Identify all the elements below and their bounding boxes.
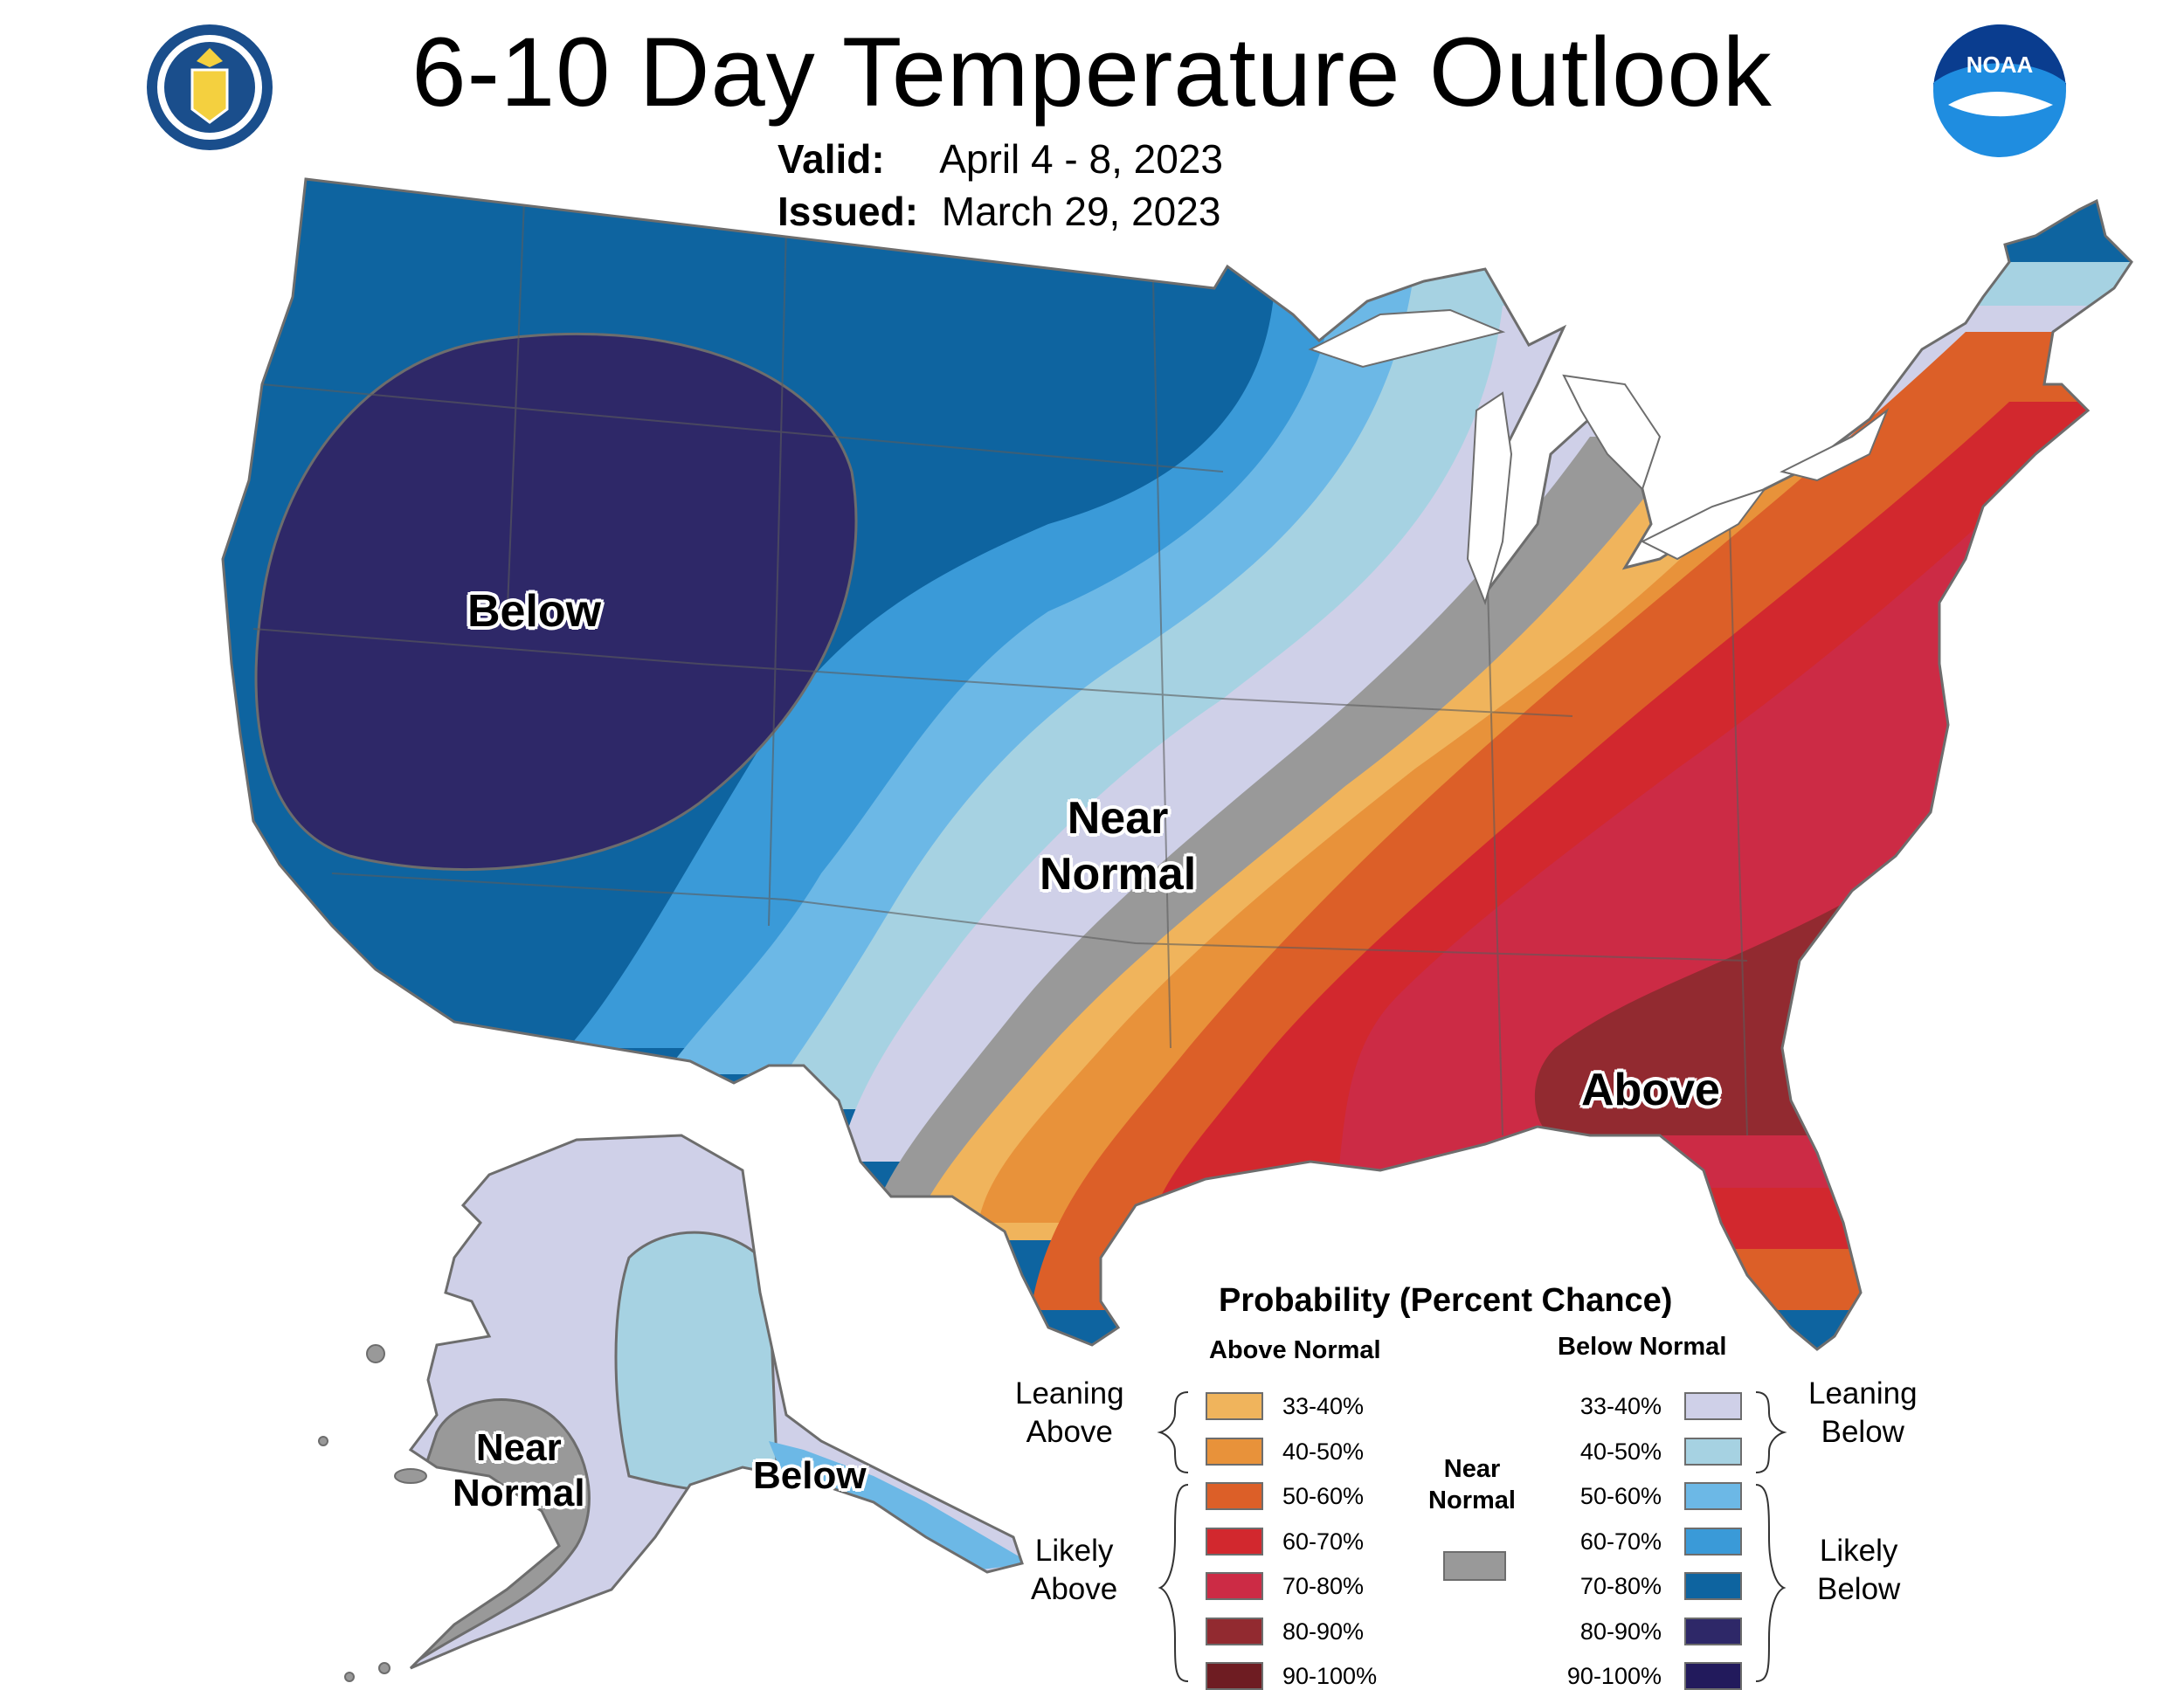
- below-range-4: 60-70%: [1579, 1528, 1662, 1555]
- valid-value: April 4 - 8, 2023: [939, 136, 1223, 182]
- above-range-5: 70-80%: [1282, 1573, 1365, 1599]
- likely-below-line1: Likely: [1819, 1534, 1898, 1568]
- below-range-6: 80-90%: [1579, 1618, 1662, 1645]
- near-line1: Near: [1443, 1455, 1501, 1483]
- below-range-2: 40-50%: [1579, 1438, 1662, 1465]
- below-swatch-7: [1684, 1662, 1742, 1690]
- department-of-commerce-seal: [144, 22, 275, 153]
- below-swatch-4: [1684, 1527, 1742, 1555]
- issued-row: Issued: March 29, 2023: [778, 185, 1223, 238]
- above-range-3: 50-60%: [1282, 1483, 1365, 1509]
- above-swatch-5: [1206, 1572, 1263, 1600]
- doc-seal-icon: [147, 24, 273, 150]
- label-ak-near-normal: Near Normal: [453, 1425, 585, 1516]
- label-ak-near-line2: Normal: [453, 1472, 585, 1514]
- likely-above-brace: [1158, 1484, 1189, 1682]
- near-line2: Normal: [1428, 1487, 1516, 1514]
- likely-above-line2: Above: [1031, 1572, 1118, 1606]
- above-range-6: 80-90%: [1282, 1618, 1365, 1645]
- above-swatch-1: [1206, 1392, 1263, 1420]
- leaning-above-line1: Leaning: [1015, 1376, 1124, 1411]
- likely-above-line1: Likely: [1034, 1534, 1114, 1568]
- above-swatch-7: [1206, 1662, 1263, 1690]
- date-block: Valid: April 4 - 8, 2023 Issued: March 2…: [778, 133, 1223, 238]
- above-range-4: 60-70%: [1282, 1528, 1365, 1555]
- valid-label: Valid:: [778, 136, 885, 182]
- likely-above-label: Likely Above: [1031, 1532, 1117, 1609]
- below-range-1: 33-40%: [1579, 1393, 1662, 1419]
- label-ak-below: Below: [753, 1454, 867, 1497]
- above-swatch-6: [1206, 1617, 1263, 1645]
- leaning-above-line2: Above: [1026, 1415, 1113, 1449]
- below-swatch-5: [1684, 1572, 1742, 1600]
- leaning-below-label: Leaning Below: [1808, 1375, 1918, 1452]
- legend-above-title: Above Normal: [1209, 1336, 1381, 1364]
- above-swatch-3: [1206, 1482, 1263, 1510]
- above-range-2: 40-50%: [1282, 1438, 1365, 1465]
- below-range-5: 70-80%: [1579, 1573, 1662, 1599]
- issued-label: Issued:: [778, 189, 919, 234]
- likely-below-line2: Below: [1817, 1572, 1901, 1606]
- below-swatch-1: [1684, 1392, 1742, 1420]
- likely-below-label: Likely Below: [1817, 1532, 1900, 1609]
- leaning-above-brace: [1157, 1391, 1189, 1473]
- leaning-below-brace: [1755, 1391, 1787, 1473]
- below-range-3: 50-60%: [1579, 1483, 1662, 1509]
- leaning-below-line1: Leaning: [1808, 1376, 1918, 1411]
- label-near-normal: Near Normal: [1040, 790, 1196, 902]
- label-near-line2: Normal: [1040, 849, 1197, 900]
- noaa-logo: NOAA: [1931, 22, 2069, 160]
- below-range-7: 90-100%: [1566, 1663, 1662, 1689]
- above-range-1: 33-40%: [1282, 1393, 1365, 1419]
- legend-near-normal-swatch: [1443, 1551, 1506, 1581]
- noaa-wordmark: NOAA: [1966, 52, 2034, 78]
- above-range-7: 90-100%: [1282, 1663, 1378, 1689]
- page-title: 6-10 Day Temperature Outlook: [411, 17, 1773, 127]
- noaa-logo-icon: NOAA: [1933, 24, 2066, 157]
- valid-row: Valid: April 4 - 8, 2023: [778, 133, 1223, 185]
- label-below: Below: [467, 586, 602, 637]
- above-swatch-4: [1206, 1527, 1263, 1555]
- leaning-above-label: Leaning Above: [1015, 1375, 1124, 1452]
- label-near-line1: Near: [1067, 793, 1169, 844]
- label-above: Above: [1581, 1065, 1720, 1115]
- below-swatch-2: [1684, 1437, 1742, 1466]
- label-ak-near-line1: Near: [475, 1426, 562, 1469]
- legend-title: Probability (Percent Chance): [1219, 1282, 1673, 1319]
- below-swatch-6: [1684, 1617, 1742, 1645]
- leaning-below-line2: Below: [1821, 1415, 1904, 1449]
- legend-near-normal-label: Near Normal: [1415, 1453, 1529, 1516]
- above-swatch-2: [1206, 1437, 1263, 1466]
- issued-value: March 29, 2023: [941, 189, 1221, 234]
- legend-below-title: Below Normal: [1558, 1333, 1727, 1361]
- below-swatch-3: [1684, 1482, 1742, 1510]
- likely-below-brace: [1755, 1484, 1787, 1682]
